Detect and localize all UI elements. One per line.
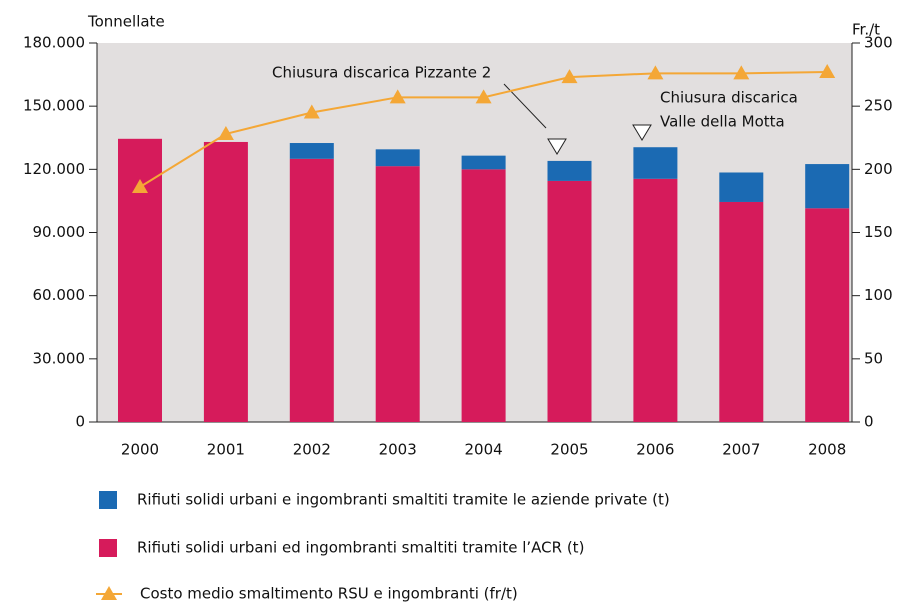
bar <box>375 149 420 167</box>
bar <box>805 208 850 422</box>
bar <box>633 178 678 422</box>
annotation: Valle della Motta <box>660 113 785 131</box>
y-tick-label: 120.000 <box>23 160 85 178</box>
y2-tick-label: 250 <box>864 97 893 115</box>
y-axis-label: Tonnellate <box>87 13 165 31</box>
line-marker <box>561 69 578 84</box>
x-tick-label: 2007 <box>722 441 760 459</box>
legend-marker <box>101 586 117 600</box>
y2-tick-label: 300 <box>864 34 893 52</box>
x-tick-label: 2003 <box>379 441 417 459</box>
line-marker <box>303 104 320 119</box>
line-marker <box>819 64 836 79</box>
y-tick-label: 60.000 <box>33 286 86 304</box>
x-tick-label: 2008 <box>808 441 846 459</box>
bar <box>461 169 506 422</box>
bar <box>289 143 334 159</box>
y2-tick-label: 100 <box>864 286 893 304</box>
legend-label: Rifiuti solidi urbani ed ingombranti sma… <box>137 539 584 557</box>
line-marker <box>389 89 406 104</box>
legend-label: Rifiuti solidi urbani e ingombranti smal… <box>137 491 670 509</box>
x-tick-label: 2002 <box>293 441 331 459</box>
line-marker <box>217 125 234 140</box>
y2-tick-label: 0 <box>864 413 874 431</box>
y2-tick-label: 200 <box>864 160 893 178</box>
y-tick-label: 90.000 <box>33 223 86 241</box>
y-tick-label: 150.000 <box>23 97 85 115</box>
annotation-marker <box>632 124 652 141</box>
bar <box>289 158 334 423</box>
y2-tick-label: 50 <box>864 349 883 367</box>
legend-swatch <box>99 491 117 509</box>
legend-label: Costo medio smaltimento RSU e ingombrant… <box>140 585 518 603</box>
y-tick-label: 30.000 <box>33 349 86 367</box>
annotation: Chiusura discarica Pizzante 2 <box>272 64 491 82</box>
bar <box>547 180 592 422</box>
line-marker <box>475 89 492 104</box>
bar <box>203 141 248 422</box>
bar <box>375 166 420 422</box>
annotation-marker <box>547 138 567 155</box>
legend-swatch <box>99 539 117 557</box>
line-marker <box>733 65 750 80</box>
x-tick-label: 2000 <box>121 441 159 459</box>
x-tick-label: 2006 <box>636 441 674 459</box>
y2-axis-label: Fr./t <box>852 21 880 39</box>
y2-tick-label: 150 <box>864 223 893 241</box>
y-tick-label: 0 <box>75 413 85 431</box>
bar <box>719 201 764 422</box>
bar <box>805 164 850 209</box>
bar <box>547 160 592 181</box>
annotation: Chiusura discarica <box>660 89 798 107</box>
x-tick-label: 2005 <box>550 441 588 459</box>
y-tick-label: 180.000 <box>23 34 85 52</box>
line-marker <box>132 179 148 194</box>
x-tick-label: 2004 <box>465 441 503 459</box>
bar <box>633 147 678 179</box>
bar <box>461 155 506 170</box>
x-tick-label: 2001 <box>207 441 245 459</box>
line-marker <box>647 65 664 80</box>
bar <box>719 172 764 202</box>
